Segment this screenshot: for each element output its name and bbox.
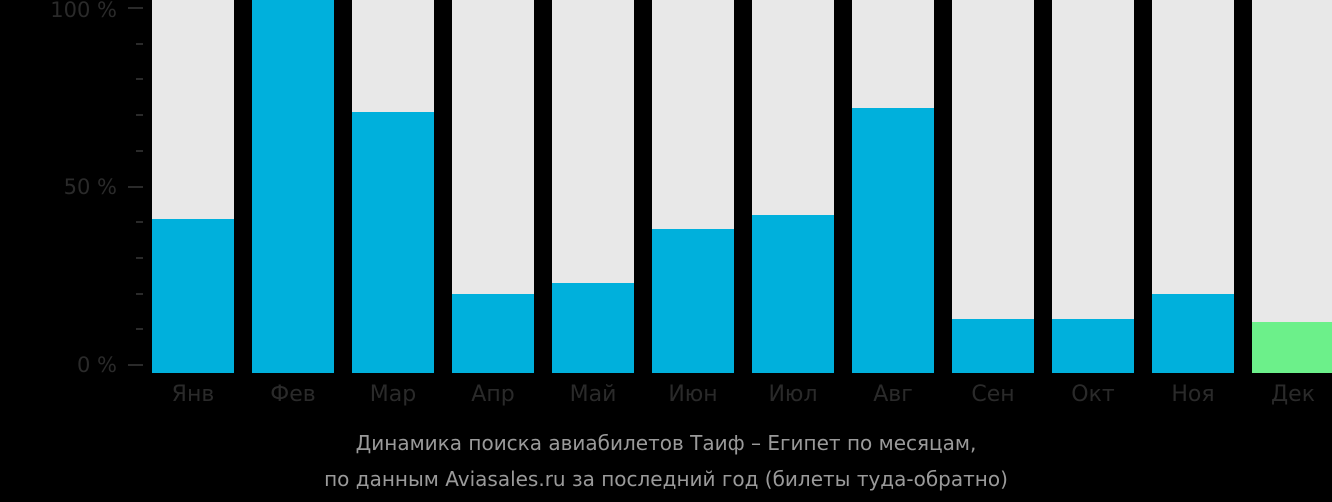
bar-fill — [752, 215, 834, 373]
bar-fill — [652, 229, 734, 373]
x-label: Ноя — [1171, 382, 1215, 407]
minor-tick — [136, 78, 143, 81]
bar-fill — [852, 107, 934, 373]
minor-tick — [136, 42, 143, 45]
bar-fill — [252, 0, 334, 373]
chart-subtitle: по данным Aviasales.ru за последний год … — [324, 467, 1008, 491]
minor-tick — [136, 292, 143, 295]
minor-tick — [136, 256, 143, 259]
bar-fill — [152, 218, 234, 373]
x-label: Апр — [471, 382, 515, 407]
bar-7 — [852, 0, 934, 373]
x-label: Дек — [1270, 382, 1315, 407]
bar-5 — [652, 0, 734, 373]
bar-8 — [952, 0, 1034, 373]
major-tick — [128, 7, 143, 9]
bar-10 — [1152, 0, 1234, 373]
x-label: Янв — [171, 382, 215, 407]
bar-fill — [452, 293, 534, 373]
x-label: Май — [569, 382, 617, 407]
bar-fill — [952, 318, 1034, 373]
bar-3 — [452, 0, 534, 373]
bar-11 — [1252, 0, 1332, 373]
bar-1 — [252, 0, 334, 373]
minor-tick — [136, 114, 143, 117]
bar-fill — [1152, 293, 1234, 373]
bar-4 — [552, 0, 634, 373]
bar-0 — [152, 0, 234, 373]
y-tick-label-50: 50 % — [63, 175, 117, 199]
y-tick-label-0: 0 % — [77, 353, 117, 377]
x-label: Авг — [873, 382, 913, 407]
bar-fill — [352, 111, 434, 373]
bar-2 — [352, 0, 434, 373]
minor-tick — [136, 328, 143, 331]
x-label: Окт — [1071, 382, 1115, 407]
minor-tick — [136, 221, 143, 224]
chart-title: Динамика поиска авиабилетов Таиф – Египе… — [355, 431, 977, 455]
major-tick — [128, 185, 143, 188]
bar-fill — [1252, 322, 1332, 373]
x-label: Фев — [270, 382, 316, 407]
bar-6 — [752, 0, 834, 373]
x-label: Июн — [668, 382, 718, 407]
x-label: Сен — [971, 382, 1015, 407]
y-tick-label-100: 100 % — [50, 0, 117, 22]
bar-fill — [552, 282, 634, 373]
x-label: Июл — [768, 382, 818, 407]
minor-tick — [136, 149, 143, 152]
x-label: Мар — [369, 382, 417, 407]
bar-fill — [1052, 318, 1134, 373]
bar-9 — [1052, 0, 1134, 373]
major-tick — [128, 364, 143, 366]
